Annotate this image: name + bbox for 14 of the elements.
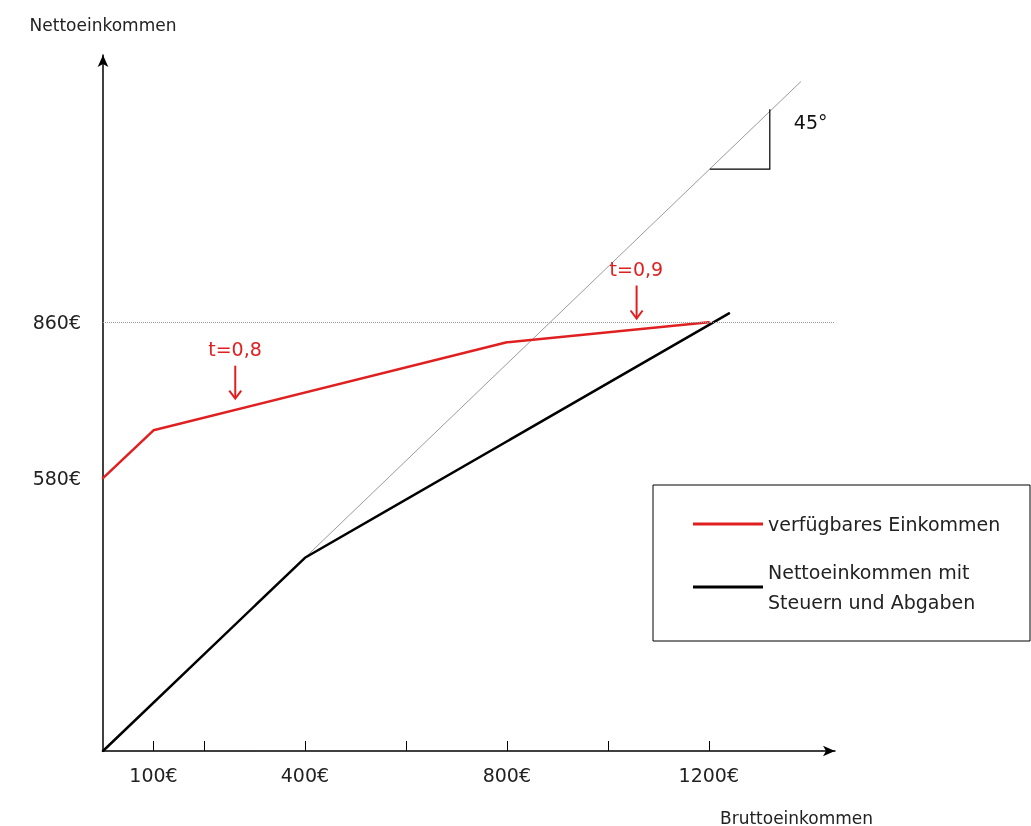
y-tick-label: 580€ (32, 467, 81, 490)
x-tick-label: 800€ (482, 763, 532, 786)
annotation: t=0,9 (609, 257, 664, 280)
legend-label: Nettoeinkommen mit Steuern und Abgaben (768, 561, 976, 613)
x-axis-title: Bruttoeinkommen (720, 807, 874, 826)
annotation: 45° (793, 111, 828, 134)
annotation: t=0,8 (208, 337, 262, 360)
x-tick-label: 1200€ (678, 763, 740, 786)
y-axis-title: Nettoeinkommen (29, 14, 177, 35)
x-tick-label: 100€ (129, 763, 178, 786)
y-tick-label: 860€ (32, 311, 81, 334)
x-tick-label: 400€ (280, 763, 330, 786)
legend-label: verfügbares Einkommen (768, 513, 1001, 535)
line-series (101, 321, 711, 480)
